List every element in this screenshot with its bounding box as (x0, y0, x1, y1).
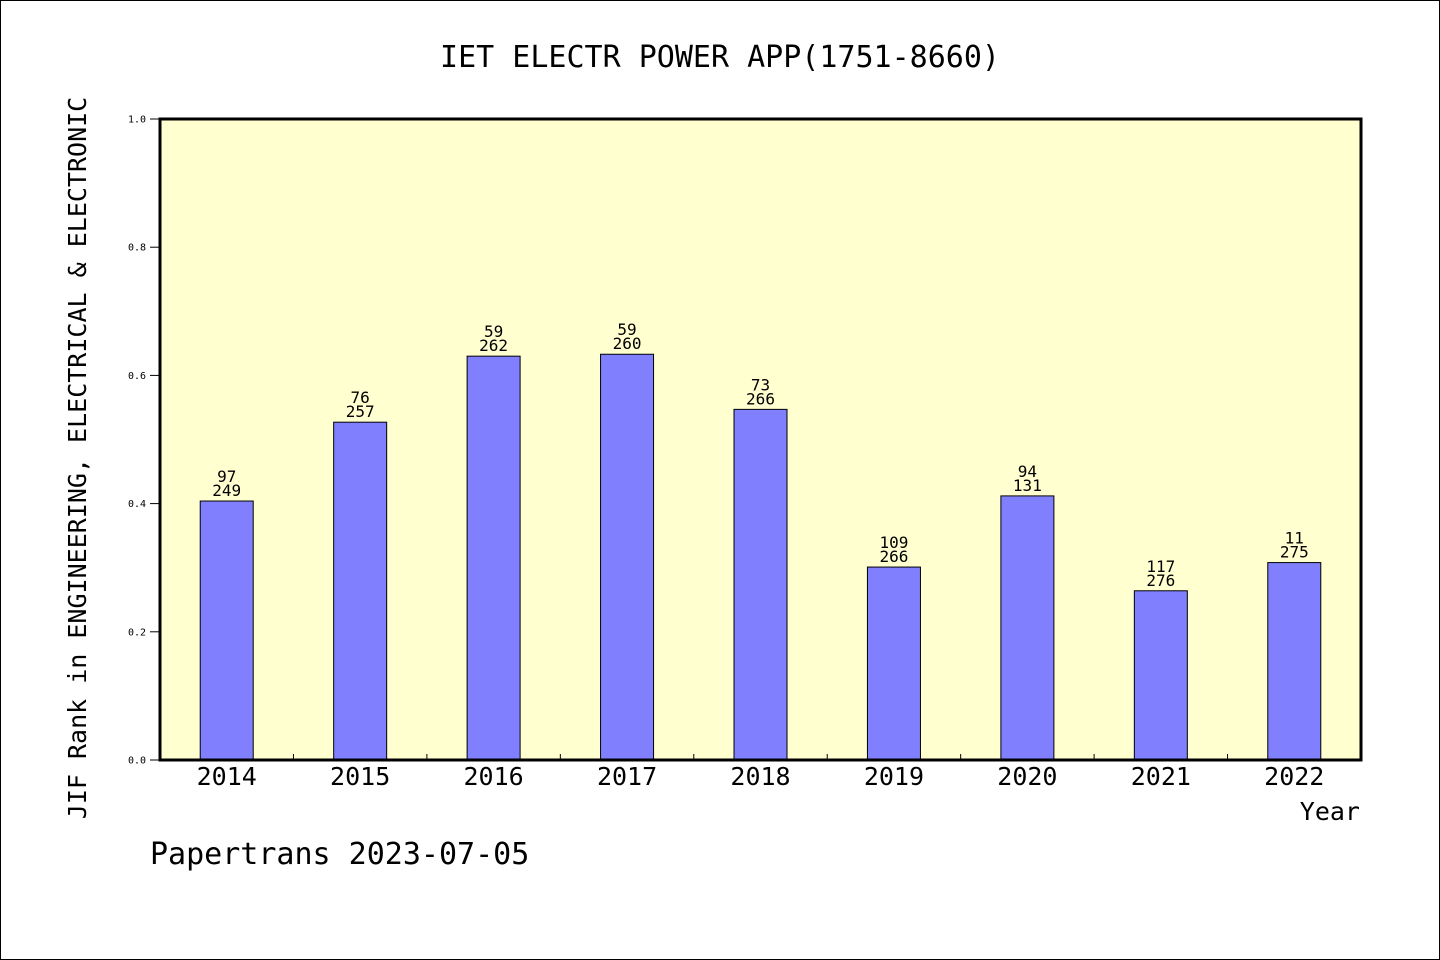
y-axis-label: JIF Rank in ENGINEERING, ELECTRICAL & EL… (63, 97, 92, 819)
bar-rank-label: 97 (217, 467, 236, 486)
bar-total-label: 260 (613, 334, 642, 353)
bar-total-label: 249 (212, 481, 241, 500)
bar-rank-label: 117 (1146, 557, 1175, 576)
bar-total-label: 131 (1013, 476, 1042, 495)
bar-2016 (466, 355, 521, 761)
y-tick-label: 0.0 (128, 756, 146, 767)
bar-2019 (866, 566, 921, 761)
bar-total-label: 257 (346, 402, 375, 421)
footer-credit: Papertrans 2023-07-05 (150, 837, 529, 872)
bar-total-label: 266 (879, 547, 908, 566)
bar-2015 (333, 421, 388, 761)
x-tick-label: 2018 (730, 762, 790, 791)
x-tick-label: 2016 (464, 762, 524, 791)
bar-labels: 9724976257592625926073266109266941311172… (212, 320, 1308, 590)
y-axis-ticks: 0.0 0.2 0.4 0.6 0.8 1.0 (128, 115, 160, 767)
bar-rank-label: 59 (484, 322, 503, 341)
x-tick-label: 2014 (197, 762, 257, 791)
x-axis-label: Year (1300, 797, 1360, 826)
x-tick-label: 2019 (864, 762, 924, 791)
y-tick-label: 0.6 (128, 371, 146, 382)
bar-rank-label: 109 (879, 533, 908, 552)
bar-total-label: 275 (1280, 543, 1309, 562)
x-tick-label: 2022 (1264, 762, 1324, 791)
bar-total-label: 276 (1146, 571, 1175, 590)
bar-2018 (733, 408, 788, 761)
bar-rank-label: 76 (351, 388, 370, 407)
bar-total-label: 266 (746, 389, 775, 408)
x-tick-label: 2017 (597, 762, 657, 791)
bar-series (199, 353, 1322, 761)
chart-title: IET ELECTR POWER APP(1751-8660) (440, 40, 1000, 75)
y-tick-label: 0.8 (128, 243, 146, 254)
x-tick-label: 2021 (1131, 762, 1191, 791)
bar-2014 (199, 500, 254, 761)
x-tick-label: 2015 (330, 762, 390, 791)
x-tick-label: 2020 (997, 762, 1057, 791)
bar-rank-label: 73 (751, 375, 770, 394)
y-tick-label: 0.4 (128, 499, 146, 510)
bar-2021 (1133, 590, 1188, 761)
bar-rank-label: 59 (617, 320, 636, 339)
bar-2020 (1000, 495, 1055, 761)
plot-border (158, 117, 1363, 762)
y-tick-label: 1.0 (128, 115, 146, 126)
bar-rank-label: 94 (1018, 462, 1037, 481)
bar-rank-label: 11 (1285, 529, 1304, 548)
y-tick-label: 0.2 (128, 627, 146, 638)
bar-2017 (600, 353, 655, 761)
bar-total-label: 262 (479, 336, 508, 355)
x-tick-labels: 2014 2015 2016 2017 2018 2019 2020 2021 2022 (197, 762, 1325, 791)
bar-2022 (1267, 562, 1322, 761)
